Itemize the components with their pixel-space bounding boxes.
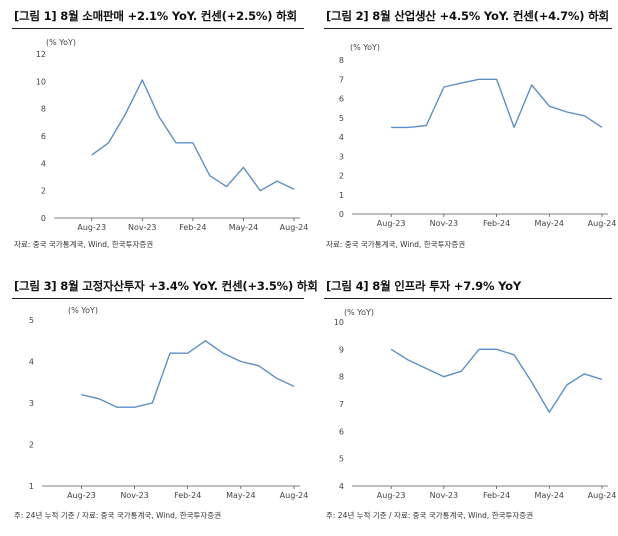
- y-tick-label: 6: [339, 427, 344, 436]
- series-line: [81, 340, 295, 408]
- x-tick-label: Aug-23: [67, 491, 96, 500]
- fixed-asset-investment-chart: (% YoY) 1 2 3 4 5 Aug-23 Nov-23 Feb-24 May-24 Aug-…: [29, 306, 309, 500]
- source-note: 주: 24년 누적 기준 / 자료: 중국 국가통계국, Wind, 한국투자증…: [14, 511, 222, 520]
- unit-label: (% YoY): [350, 43, 380, 52]
- x-tick-label: May-24: [535, 219, 564, 228]
- panel-title: [그림 3] 8월 고정자산투자 +3.4% YoY. 컨센(+3.5%) 하회: [14, 279, 318, 293]
- y-tick-label: 4: [339, 133, 344, 142]
- title-rule: [12, 28, 304, 29]
- x-tick-label: Feb-24: [483, 491, 510, 500]
- y-tick-label: 6: [41, 132, 46, 141]
- x-tick-label: Feb-24: [483, 219, 510, 228]
- y-tick-label: 5: [339, 455, 344, 464]
- y-tick-label: 3: [29, 399, 34, 408]
- x-tick-label: Aug-23: [377, 491, 406, 500]
- y-tick-label: 4: [29, 358, 34, 367]
- source-note: 자료: 중국 국가통계국, Wind, 한국투자증권: [14, 240, 154, 249]
- unit-label: (% YoY): [344, 308, 374, 317]
- y-tick-label: 8: [41, 105, 46, 114]
- x-tick-label: Aug-24: [588, 491, 617, 500]
- y-tick-label: 9: [339, 345, 344, 354]
- title-rule: [12, 298, 304, 299]
- y-tick-label: 8: [339, 373, 344, 382]
- source-note: 자료: 중국 국가통계국, Wind, 한국투자증권: [326, 240, 466, 249]
- retail-sales-chart: (% YoY) 0 2 4 6 8 10 12 Aug-23 Nov-23 Feb-24 May-24…: [36, 38, 309, 232]
- y-tick-label: 2: [29, 441, 34, 450]
- x-tick-label: Aug-24: [280, 491, 309, 500]
- unit-label: (% YoY): [46, 38, 76, 47]
- x-tick-label: May-24: [229, 223, 258, 232]
- industrial-production-chart: (% YoY) 0 1 2 3 4 5 6 7 8 Aug-23 Nov-23 Feb-24 May-24…: [339, 43, 617, 228]
- y-tick-label: 7: [339, 400, 344, 409]
- x-tick-label: Nov-23: [120, 491, 148, 500]
- y-tick-label: 0: [339, 210, 344, 219]
- y-tick-label: 6: [339, 95, 344, 104]
- x-tick-label: May-24: [226, 491, 255, 500]
- y-tick-label: 2: [41, 187, 46, 196]
- y-tick-label: 10: [36, 77, 46, 86]
- y-tick-label: 12: [36, 50, 46, 59]
- title-rule: [324, 28, 612, 29]
- x-tick-label: Aug-24: [588, 219, 617, 228]
- infrastructure-investment-chart: (% YoY) 4 5 6 7 8 9 10 Aug-23 Nov-23 Feb-24 May-24 A…: [334, 308, 617, 500]
- y-tick-label: 1: [29, 482, 34, 491]
- series-line: [91, 79, 295, 192]
- y-tick-label: 0: [41, 214, 46, 223]
- x-tick-label: Aug-24: [280, 223, 309, 232]
- x-tick-label: Aug-23: [77, 223, 106, 232]
- x-tick-label: Nov-23: [430, 219, 458, 228]
- series-line: [390, 348, 603, 413]
- y-tick-label: 10: [334, 318, 344, 327]
- y-tick-label: 7: [339, 75, 344, 84]
- panel-title: [그림 2] 8월 산업생산 +4.5% YoY. 컨센(+4.7%) 하회: [326, 9, 609, 23]
- source-note: 주: 24년 누적 기준 / 자료: 중국 국가통계국, Wind, 한국투자증…: [326, 511, 534, 520]
- title-rule: [324, 298, 612, 299]
- x-tick-label: Nov-23: [128, 223, 156, 232]
- unit-label: (% YoY): [68, 306, 98, 315]
- x-tick-label: Aug-23: [377, 219, 406, 228]
- x-tick-label: Feb-24: [179, 223, 206, 232]
- y-tick-label: 1: [339, 191, 344, 200]
- series-line: [391, 78, 603, 129]
- y-tick-label: 2: [339, 172, 344, 181]
- y-tick-label: 3: [339, 152, 344, 161]
- x-tick-label: Nov-23: [430, 491, 458, 500]
- y-tick-label: 5: [339, 114, 344, 123]
- y-tick-label: 4: [41, 159, 46, 168]
- panel-title: [그림 4] 8월 인프라 투자 +7.9% YoY: [326, 279, 522, 293]
- y-tick-label: 8: [339, 56, 344, 65]
- x-tick-label: Feb-24: [174, 491, 201, 500]
- panel-title: [그림 1] 8월 소매판매 +2.1% YoY. 컨센(+2.5%) 하회: [14, 9, 297, 23]
- y-tick-label: 4: [339, 482, 344, 491]
- y-tick-label: 5: [29, 316, 34, 325]
- x-tick-label: May-24: [535, 491, 564, 500]
